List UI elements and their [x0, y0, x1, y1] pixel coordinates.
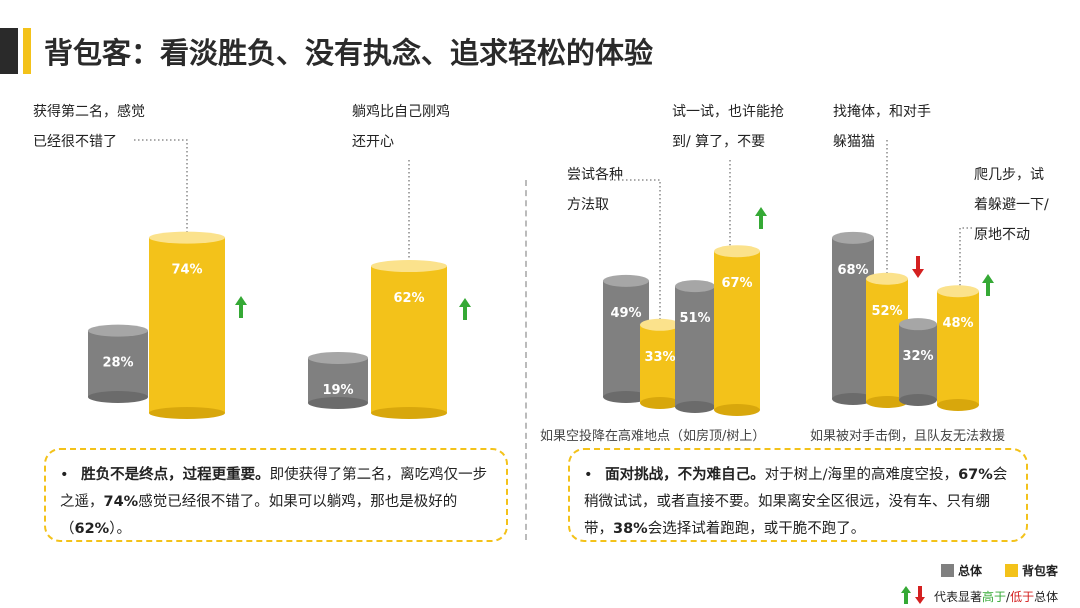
bar-overall-top — [832, 231, 874, 244]
annotation-label: 爬几步，试 着躲避一下/原地不动 — [974, 167, 1049, 243]
data-label: 51% — [679, 311, 710, 326]
bar-overall-base — [308, 397, 368, 409]
bar-overall — [899, 324, 937, 400]
title-accent-yellow — [23, 28, 31, 74]
page-title: 背包客：看淡胜负、没有执念、追求轻松的体验 — [44, 36, 654, 70]
annotation-label: 获得第二名，感觉 已经很不错了 — [33, 104, 145, 150]
bar-backpacker-top — [937, 285, 979, 298]
bar-backpacker-top — [714, 245, 760, 258]
bar-overall-top — [899, 318, 937, 331]
bar-overall-base — [675, 401, 715, 413]
note-text: • 胜负不是终点，过程更重要。即使获得了第二名，离吃鸡仅一步之遥，74%感觉已经… — [60, 467, 488, 537]
up-arrow-icon — [982, 274, 994, 296]
up-arrow-icon — [459, 298, 471, 320]
data-label: 19% — [322, 383, 353, 398]
bar-backpacker-base — [866, 396, 908, 408]
bar-backpacker-base — [149, 407, 225, 419]
data-label: 68% — [837, 263, 868, 278]
annotation-label: 躺鸡比自己刚鸡 还开心 — [352, 104, 450, 150]
down-arrow-icon — [912, 256, 924, 278]
down-arrow-icon — [915, 586, 925, 604]
note-headline: 面对挑战，不为难自己。 — [605, 467, 765, 483]
bar-overall-top — [603, 274, 649, 287]
bar-backpacker-base — [371, 407, 447, 419]
annotation-label: 找掩体，和对手 躲猫猫 — [833, 104, 931, 150]
bullet: • — [60, 467, 69, 483]
bar-overall-top — [308, 351, 368, 364]
data-label: 28% — [102, 356, 133, 371]
leader-line — [959, 227, 972, 286]
bar-overall — [308, 357, 368, 403]
bar-backpacker-base — [937, 399, 979, 411]
section-divider — [525, 180, 527, 540]
legend-swatch-backpacker — [1005, 564, 1018, 577]
legend-label-backpacker: 背包客 — [1022, 564, 1059, 578]
bar-backpacker — [149, 237, 225, 413]
data-label: 49% — [610, 306, 641, 321]
note-text: • 面对挑战，不为难自己。对于树上/海里的高难度空投，67%会稍微试试，或者直接… — [584, 467, 1008, 537]
note-box-right: • 面对挑战，不为难自己。对于树上/海里的高难度空投，67%会稍微试试，或者直接… — [568, 448, 1028, 542]
bar-backpacker-base — [714, 404, 760, 416]
up-arrow-icon — [755, 207, 767, 229]
legend-label-overall: 总体 — [958, 564, 983, 578]
bar-backpacker — [371, 266, 447, 413]
legend-swatch-overall — [941, 564, 954, 577]
bar-backpacker-top — [866, 272, 908, 285]
bar-overall — [88, 330, 148, 397]
data-label: 48% — [942, 316, 973, 331]
bar-overall-base — [899, 394, 937, 406]
data-label: 62% — [393, 291, 424, 306]
note-box-left: • 胜负不是终点，过程更重要。即使获得了第二名，离吃鸡仅一步之遥，74%感觉已经… — [44, 448, 508, 542]
bar-overall-base — [603, 391, 649, 403]
data-label: 52% — [871, 304, 902, 319]
note-headline: 胜负不是终点，过程更重要。 — [81, 467, 270, 483]
bar-backpacker-base — [640, 397, 680, 409]
title-accent-dark — [0, 28, 18, 74]
legend-arrow-text: 代表显著高于/低于总体 — [934, 590, 1059, 604]
up-arrow-icon — [235, 296, 247, 318]
bar-backpacker-top — [640, 318, 680, 331]
bar-overall-base — [832, 393, 874, 405]
leader-line — [610, 179, 661, 319]
bar-backpacker — [937, 291, 979, 405]
data-label: 32% — [902, 349, 933, 364]
bar-backpacker — [640, 324, 680, 403]
bar-overall-top — [675, 280, 715, 293]
data-label: 33% — [644, 350, 675, 365]
bar-overall — [675, 286, 715, 407]
chart-caption: 如果空投降在高难地点（如房顶/树上） — [540, 429, 766, 444]
legend-arrows — [901, 586, 925, 604]
bar-backpacker-top — [371, 260, 447, 273]
bar-backpacker-top — [149, 231, 225, 244]
data-label: 67% — [721, 276, 752, 291]
data-label: 74% — [171, 263, 202, 278]
bar-overall-top — [88, 324, 148, 337]
bullet: • — [584, 467, 593, 483]
annotation-label: 试一试，也许能抢 到/ 算了，不要 — [672, 104, 784, 150]
up-arrow-icon — [901, 586, 911, 604]
leader-line — [134, 139, 188, 232]
annotation-label: 尝试各种 方法取 — [567, 167, 623, 213]
bar-overall-base — [88, 391, 148, 403]
chart-caption: 如果被对手击倒，且队友无法救援 — [810, 429, 1006, 444]
bar-backpacker — [714, 251, 760, 410]
